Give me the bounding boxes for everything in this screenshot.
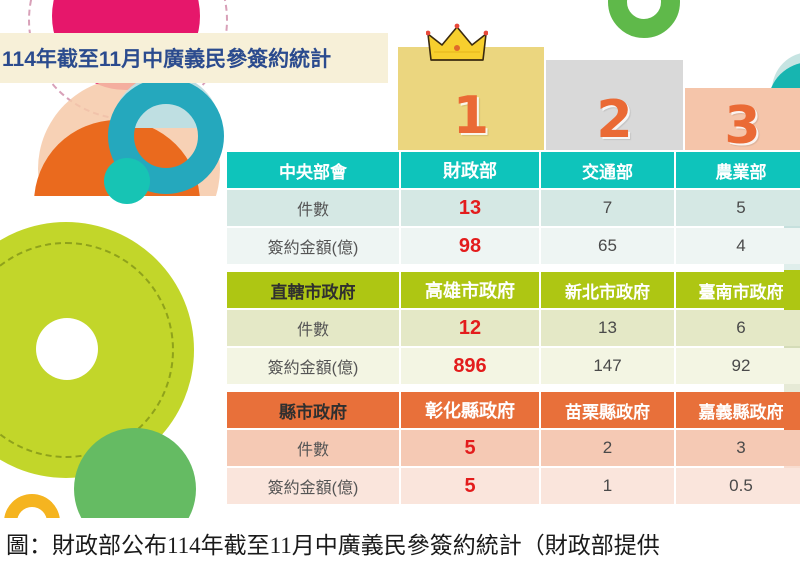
title-banner: 114年截至11月中廣義民參簽約統計: [0, 33, 388, 83]
cell-rank-2: 7: [541, 190, 674, 226]
page-title: 114年截至11月中廣義民參簽約統計: [2, 48, 332, 71]
table-county-governments: 縣市政府 彰化縣政府 苗栗縣政府 嘉義縣政府 件數 5 2 3 簽約金額(億) …: [225, 390, 800, 506]
table-row: 件數 13 7 5: [227, 190, 800, 226]
table-row: 簽約金額(億) 98 65 4: [227, 228, 800, 264]
row-label: 件數: [227, 190, 399, 226]
cell-rank-1: 98: [401, 228, 539, 264]
row-label: 簽約金額(億): [227, 468, 399, 504]
row-label: 簽約金額(億): [227, 228, 399, 264]
cell-rank-3: 0.5: [676, 468, 800, 504]
podium-rank-3: 3: [724, 96, 761, 156]
header-rank-1: 彰化縣政府: [401, 392, 539, 428]
figure-caption: 圖：財政部公布114年截至11月中廣義民參簽約統計（財政部提供: [6, 533, 660, 558]
lime-donut-decoration: [0, 222, 194, 478]
podium-block-3: 3: [685, 88, 800, 156]
table-header-row: 縣市政府 彰化縣政府 苗栗縣政府 嘉義縣政府: [227, 392, 800, 428]
table-row: 件數 12 13 6: [227, 310, 800, 346]
cell-rank-1: 5: [401, 430, 539, 466]
crown-icon: [426, 23, 488, 61]
white-mask-decoration: [0, 196, 250, 316]
lime-dashed-ring-decoration: [0, 242, 174, 458]
cell-rank-2: 147: [541, 348, 674, 384]
row-label: 件數: [227, 430, 399, 466]
podium-block-2: 2: [546, 60, 683, 150]
table-row: 簽約金額(億) 896 147 92: [227, 348, 800, 384]
header-rank-2: 苗栗縣政府: [541, 392, 674, 428]
cell-rank-3: 3: [676, 430, 800, 466]
lime-donut-hole-decoration: [36, 318, 98, 380]
header-category: 直轄市政府: [227, 272, 399, 308]
cell-rank-3: 92: [676, 348, 800, 384]
header-category: 中央部會: [227, 152, 399, 188]
header-rank-2: 交通部: [541, 152, 674, 188]
header-rank-2: 新北市政府: [541, 272, 674, 308]
table-municipal-governments: 直轄市政府 高雄市政府 新北市政府 臺南市政府 件數 12 13 6 簽約金額(…: [225, 270, 800, 386]
header-category: 縣市政府: [227, 392, 399, 428]
cell-rank-1: 896: [401, 348, 539, 384]
podium-rank-2: 2: [596, 90, 633, 150]
teal-dot-decoration: [104, 158, 150, 204]
table-central-ministries: 中央部會 財政部 交通部 農業部 件數 13 7 5 簽約金額(億) 98 65…: [225, 150, 800, 266]
cell-rank-3: 5: [676, 190, 800, 226]
row-label: 簽約金額(億): [227, 348, 399, 384]
header-rank-3: 農業部: [676, 152, 800, 188]
table-row: 簽約金額(億) 5 1 0.5: [227, 468, 800, 504]
cell-rank-2: 1: [541, 468, 674, 504]
header-rank-3: 臺南市政府: [676, 272, 800, 308]
table-header-row: 直轄市政府 高雄市政府 新北市政府 臺南市政府: [227, 272, 800, 308]
table-row: 件數 5 2 3: [227, 430, 800, 466]
row-label: 件數: [227, 310, 399, 346]
cell-rank-1: 5: [401, 468, 539, 504]
cell-rank-1: 12: [401, 310, 539, 346]
cell-rank-3: 4: [676, 228, 800, 264]
header-rank-3: 嘉義縣政府: [676, 392, 800, 428]
caption-band: [0, 518, 800, 568]
cell-rank-3: 6: [676, 310, 800, 346]
podium-group: 1 2 3: [0, 0, 800, 156]
cell-rank-2: 65: [541, 228, 674, 264]
podium-rank-1: 1: [452, 86, 490, 146]
header-rank-1: 高雄市政府: [401, 272, 539, 308]
header-rank-1: 財政部: [401, 152, 539, 188]
cell-rank-2: 13: [541, 310, 674, 346]
cell-rank-1: 13: [401, 190, 539, 226]
cell-rank-2: 2: [541, 430, 674, 466]
table-header-row: 中央部會 財政部 交通部 農業部: [227, 152, 800, 188]
podium-block-1: 1: [398, 47, 544, 150]
